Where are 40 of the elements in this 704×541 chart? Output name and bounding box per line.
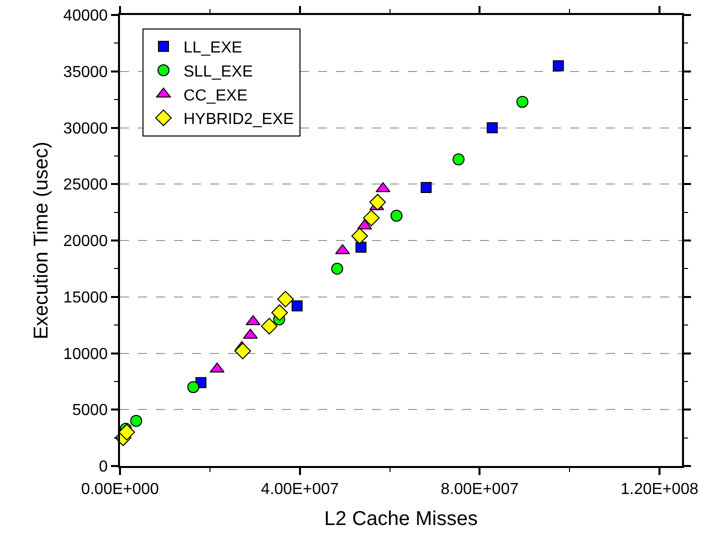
- point: [390, 210, 402, 222]
- y-tick-label: 20000: [63, 233, 108, 250]
- y-tick-label: 25000: [63, 176, 108, 194]
- legend-label: SLL_EXE: [183, 63, 253, 80]
- point: [118, 424, 136, 440]
- point: [271, 304, 288, 321]
- y-tick-label: 30000: [63, 120, 108, 138]
- point: [452, 153, 465, 166]
- x-axis-title: L2 Cache Misses: [324, 508, 478, 530]
- y-tick-label: 10000: [63, 346, 108, 363]
- point: [234, 342, 252, 360]
- y-tick-label: 35000: [63, 64, 108, 81]
- y-axis-title: Execution Time (usec): [30, 142, 52, 340]
- point: [130, 414, 142, 427]
- point: [351, 228, 368, 244]
- point: [486, 122, 498, 134]
- x-tick-label: 8.00E+007: [440, 481, 519, 498]
- point: [516, 96, 528, 108]
- point: [376, 182, 390, 192]
- x-tick-label: 1.20E+008: [620, 481, 699, 498]
- legend-label: HYBRID2_EXE: [183, 111, 294, 128]
- x-tick-label: 4.00E+007: [260, 481, 339, 498]
- point: [420, 182, 432, 194]
- point: [331, 262, 344, 275]
- legend-label: CC_EXE: [183, 87, 248, 104]
- y-tick-label: 40000: [63, 8, 108, 25]
- y-tick-label: 15000: [63, 289, 108, 306]
- point: [277, 290, 294, 308]
- y-tick-label: 0: [98, 458, 108, 476]
- x-tick-label: 0.00E+000: [81, 481, 160, 498]
- point: [355, 242, 366, 253]
- point: [369, 194, 386, 210]
- point: [292, 300, 303, 312]
- y-tick-label: 5000: [72, 402, 108, 420]
- point: [552, 60, 564, 72]
- legend-label: LL_EXE: [183, 40, 242, 57]
- point: [363, 210, 380, 226]
- point: [187, 381, 200, 394]
- point: [260, 318, 278, 334]
- point: [335, 244, 350, 254]
